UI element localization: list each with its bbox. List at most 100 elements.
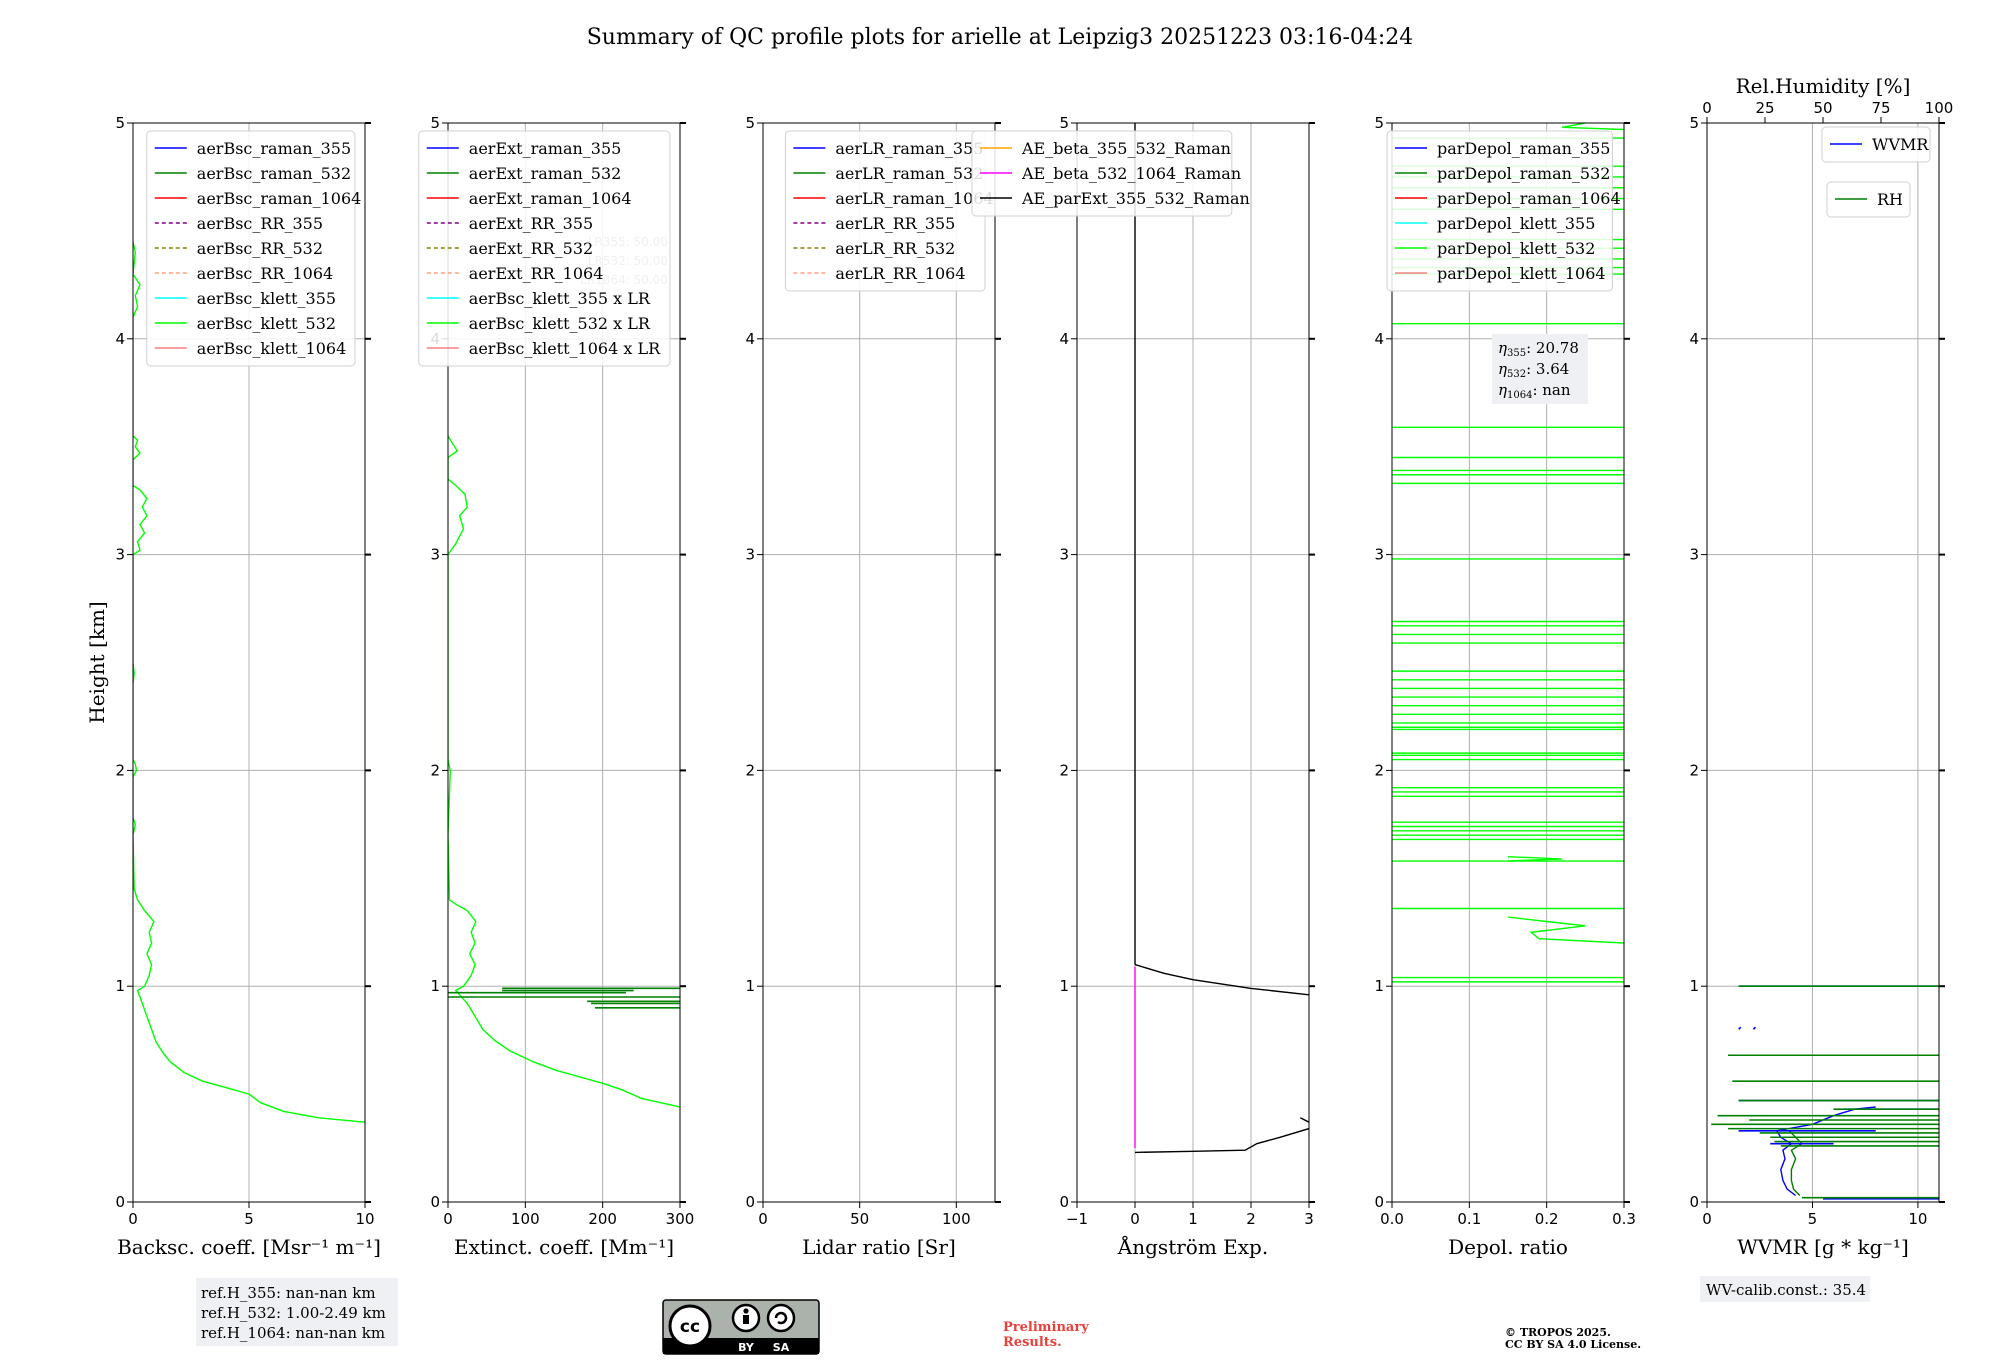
legend-label: parDepol_raman_532	[1437, 164, 1610, 183]
y-tick-label: 3	[1374, 546, 1384, 564]
x-tick-label: 0	[128, 1210, 138, 1228]
legend-label: aerExt_RR_532	[469, 239, 593, 258]
legend-label: aerExt_raman_355	[469, 139, 622, 158]
legend-label: AE_beta_355_532_Raman	[1021, 139, 1231, 158]
x-tick-label: 0	[758, 1210, 768, 1228]
wv-calib-box: WV-calib.const.: 35.4	[1700, 1276, 1870, 1302]
legend-label: aerBsc_raman_532	[197, 164, 351, 183]
x2-tick-label: 25	[1755, 99, 1774, 117]
legend-label: aerExt_RR_355	[469, 214, 593, 233]
legend-angstrom: AE_beta_355_532_Raman AE_beta_532_1064_Ra…	[971, 130, 1250, 217]
y-tick-label: 1	[1059, 977, 1069, 995]
legend-backscatter: aerBsc_raman_355 aerBsc_raman_532 aerBsc_r…	[146, 130, 361, 367]
x-tick-label: 5	[244, 1210, 254, 1228]
x2-tick-label: 0	[1702, 99, 1712, 117]
x2-tick-label: 100	[1925, 99, 1954, 117]
y-tick-label: 0	[1689, 1193, 1699, 1211]
panel-extinction: 0123450100200300Extinct. coeff. [Mm⁻¹]LR…	[418, 114, 695, 1259]
y-tick-label: 0	[430, 1193, 440, 1211]
y-tick-label: 5	[745, 114, 755, 132]
axes-frame	[762, 122, 996, 1203]
legend-label: aerBsc_klett_1064 x LR	[469, 339, 661, 358]
legend-frame	[1821, 126, 1931, 163]
x-axis-label: Ångström Exp.	[1117, 1234, 1268, 1259]
ref-height-355: ref.H_355: nan-nan km	[201, 1284, 376, 1302]
legend-label: aerExt_raman_1064	[469, 189, 632, 208]
axes-frame	[1706, 122, 1940, 1203]
copyright-line2: CC BY SA 4.0 License.	[1505, 1338, 1641, 1351]
y-tick-label: 1	[115, 977, 125, 995]
wv-calib-text: WV-calib.const.: 35.4	[1706, 1281, 1866, 1299]
x-tick-label: 3	[1304, 1210, 1314, 1228]
x-axis-label: Lidar ratio [Sr]	[802, 1235, 956, 1259]
x-tick-label: 10	[355, 1210, 374, 1228]
legend-label: parDepol_raman_1064	[1437, 189, 1621, 208]
legend-label: AE_beta_532_1064_Raman	[1021, 164, 1241, 183]
ref-height-box: ref.H_355: nan-nan km ref.H_532: 1.00-2.…	[196, 1278, 398, 1346]
x-tick-label: −1	[1066, 1210, 1088, 1228]
ref-height-532: ref.H_532: 1.00-2.49 km	[201, 1304, 386, 1322]
y-tick-label: 5	[430, 114, 440, 132]
legend-label: aerBsc_raman_355	[197, 139, 351, 158]
y-tick-label: 4	[1689, 330, 1699, 348]
y-tick-label: 5	[1059, 114, 1069, 132]
preliminary-line2: Results.	[1003, 1335, 1062, 1350]
legend-label: aerLR_RR_355	[835, 214, 955, 233]
x-tick-label: 0.1	[1457, 1210, 1481, 1228]
y-tick-label: 3	[115, 546, 125, 564]
data-layer	[448, 435, 680, 1108]
x-tick-label: 100	[511, 1210, 540, 1228]
y-tick-label: 1	[1374, 977, 1384, 995]
y-tick-label: 3	[1059, 546, 1069, 564]
preliminary-line1: Preliminary	[1003, 1320, 1089, 1335]
legend-frame	[1386, 130, 1613, 292]
x-tick-label: 0.0	[1380, 1210, 1404, 1228]
legend-extinction: aerExt_raman_355 aerExt_raman_532 aerExt_r…	[418, 130, 671, 367]
series-AE_parExt_355_532_Raman	[1134, 963, 1309, 996]
x-tick-label: 0.3	[1612, 1210, 1636, 1228]
x-tick-label: 2	[1246, 1210, 1256, 1228]
sa-icon	[766, 1303, 796, 1333]
legend-depol: parDepol_raman_355 parDepol_raman_532 parD…	[1386, 130, 1621, 292]
legend-frame	[418, 130, 671, 367]
x-tick-label: 1	[1188, 1210, 1198, 1228]
svg-text:cc: cc	[680, 1317, 700, 1337]
legend-label: aerBsc_RR_1064	[197, 264, 333, 283]
x2-tick-label: 50	[1813, 99, 1832, 117]
y-tick-label: 1	[745, 977, 755, 995]
legend-label: aerExt_RR_1064	[469, 264, 604, 283]
x-axis-label: WVMR [g * kg⁻¹]	[1737, 1235, 1909, 1259]
series-aerBsc_klett_532	[133, 241, 365, 1123]
legend-label: aerBsc_RR_532	[197, 239, 323, 258]
legend-lidar-ratio: aerLR_raman_355 aerLR_raman_532 aerLR_rama…	[784, 130, 994, 292]
axes-frame	[447, 122, 681, 1203]
legend-frame	[1826, 181, 1911, 218]
y-tick-label: 0	[1059, 1193, 1069, 1211]
series-AE_parExt_355_532_Raman	[1134, 1127, 1309, 1154]
legend-label: aerLR_RR_532	[835, 239, 955, 258]
x-tick-label: 10	[1908, 1210, 1927, 1228]
legend-label: parDepol_klett_532	[1437, 239, 1595, 258]
data-layer	[133, 241, 365, 1123]
y-tick-label: 0	[1374, 1193, 1384, 1211]
legend-frame	[971, 130, 1233, 217]
series-parDepol_klett_532	[1507, 916, 1624, 944]
legend-label: parDepol_raman_355	[1437, 139, 1610, 158]
y-tick-label: 4	[1059, 330, 1069, 348]
wvmr-segment	[1752, 1026, 1757, 1030]
series-AE_parExt_355_532_Raman	[1299, 1117, 1309, 1123]
y-tick-label: 2	[430, 761, 440, 779]
y-tick-label: 2	[1374, 761, 1384, 779]
x-tick-label: 300	[666, 1210, 695, 1228]
y-tick-label: 5	[115, 114, 125, 132]
cc-icon	[668, 1304, 712, 1348]
y-tick-label: 0	[745, 1193, 755, 1211]
cc-license-badge: cc BY SA	[662, 1299, 820, 1355]
data-layer	[1134, 123, 1309, 1154]
y-tick-label: 4	[115, 330, 125, 348]
eta-1064: η1064: nan	[1498, 381, 1571, 401]
series-parDepol_klett_532	[1507, 856, 1563, 862]
